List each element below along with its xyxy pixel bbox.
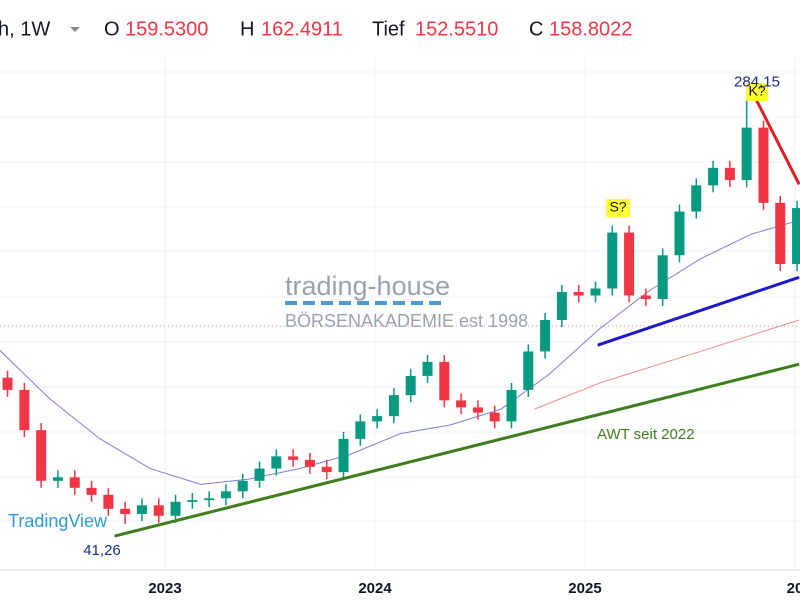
symbol: h, 1W bbox=[0, 18, 50, 40]
dropdown[interactable] bbox=[70, 27, 80, 32]
candle-body bbox=[590, 288, 601, 296]
x-tick-label: 2023 bbox=[148, 580, 181, 597]
annotation: S? bbox=[609, 199, 626, 215]
candle-body bbox=[237, 480, 248, 492]
candle-body bbox=[271, 456, 282, 469]
candle-body bbox=[674, 211, 685, 256]
ohlc-value: 162.4911 bbox=[261, 18, 343, 40]
candle-body bbox=[69, 477, 80, 488]
candle-body bbox=[288, 456, 299, 460]
price-label: 284,15 bbox=[734, 73, 780, 90]
candle-body bbox=[439, 361, 450, 401]
annotation: K? bbox=[748, 83, 765, 99]
trend-line bbox=[597, 275, 800, 347]
ohlc-label: Tief bbox=[372, 18, 405, 40]
candle-body bbox=[741, 127, 752, 181]
candle-body bbox=[153, 505, 164, 516]
candle-body bbox=[422, 361, 433, 376]
moving-average bbox=[534, 319, 800, 410]
candle-body bbox=[640, 295, 651, 299]
candle-body bbox=[624, 232, 635, 296]
ohlc-value: 158.8022 bbox=[549, 18, 632, 40]
candle-body bbox=[388, 395, 399, 417]
candle-body bbox=[220, 491, 231, 499]
candle-body bbox=[19, 389, 30, 431]
candle-body bbox=[372, 416, 383, 422]
annotation: AWT seit 2022 bbox=[597, 426, 695, 443]
candle-body bbox=[724, 167, 735, 181]
price-label: 41,26 bbox=[83, 542, 121, 559]
candle-body bbox=[573, 291, 584, 296]
candle-body bbox=[489, 412, 500, 422]
grid bbox=[0, 58, 800, 570]
annotation-bg bbox=[606, 199, 630, 217]
candle-body bbox=[321, 466, 332, 473]
ohlc-label: H bbox=[240, 18, 254, 40]
candle-body bbox=[170, 501, 181, 516]
candle-body bbox=[405, 375, 416, 396]
candle-body bbox=[556, 291, 567, 320]
candle-body bbox=[792, 208, 800, 265]
candle-body bbox=[254, 468, 265, 481]
candle-body bbox=[338, 438, 349, 473]
candle-body bbox=[472, 407, 483, 413]
candle-body bbox=[523, 351, 534, 390]
ohlc-value: 159.5300 bbox=[125, 18, 208, 40]
candle-body bbox=[204, 498, 215, 501]
header-bg bbox=[0, 0, 800, 58]
trend-line bbox=[753, 96, 800, 185]
ohlc-value: 152.5510 bbox=[415, 18, 498, 40]
candle-body bbox=[187, 500, 198, 502]
candle-body bbox=[691, 185, 702, 212]
candle-body bbox=[52, 477, 63, 481]
candle-body bbox=[355, 421, 366, 439]
candle-body bbox=[304, 459, 315, 467]
candle-body bbox=[136, 505, 147, 515]
watermark-sub: BÖRSENAKADEMIE est 1998 bbox=[285, 311, 528, 331]
ohlc-label: O bbox=[104, 18, 120, 40]
trend-line bbox=[114, 362, 800, 538]
logo: TradingView bbox=[8, 511, 108, 531]
candle-body bbox=[36, 430, 47, 481]
x-tick-label: 20 bbox=[787, 580, 800, 597]
candle-body bbox=[2, 377, 13, 390]
annotation-bg bbox=[746, 83, 768, 101]
candle-body bbox=[657, 255, 668, 299]
candle-body bbox=[540, 319, 551, 352]
candle-body bbox=[103, 494, 114, 509]
candle-body bbox=[456, 400, 467, 408]
x-tick-label: 2025 bbox=[568, 580, 601, 597]
candle-body bbox=[758, 127, 769, 203]
candle-body bbox=[120, 508, 131, 515]
candle-body bbox=[86, 487, 97, 495]
watermark: trading-house bbox=[285, 271, 450, 301]
ohlc-label: C bbox=[529, 18, 543, 40]
candle-body bbox=[775, 202, 786, 265]
candle-body bbox=[708, 167, 719, 186]
candle-body bbox=[607, 232, 618, 289]
header: h, 1W O 159.5300 H 162.4911 Tief 152.551… bbox=[0, 18, 632, 40]
candle-body bbox=[506, 389, 517, 422]
x-tick-label: 2024 bbox=[358, 580, 392, 597]
